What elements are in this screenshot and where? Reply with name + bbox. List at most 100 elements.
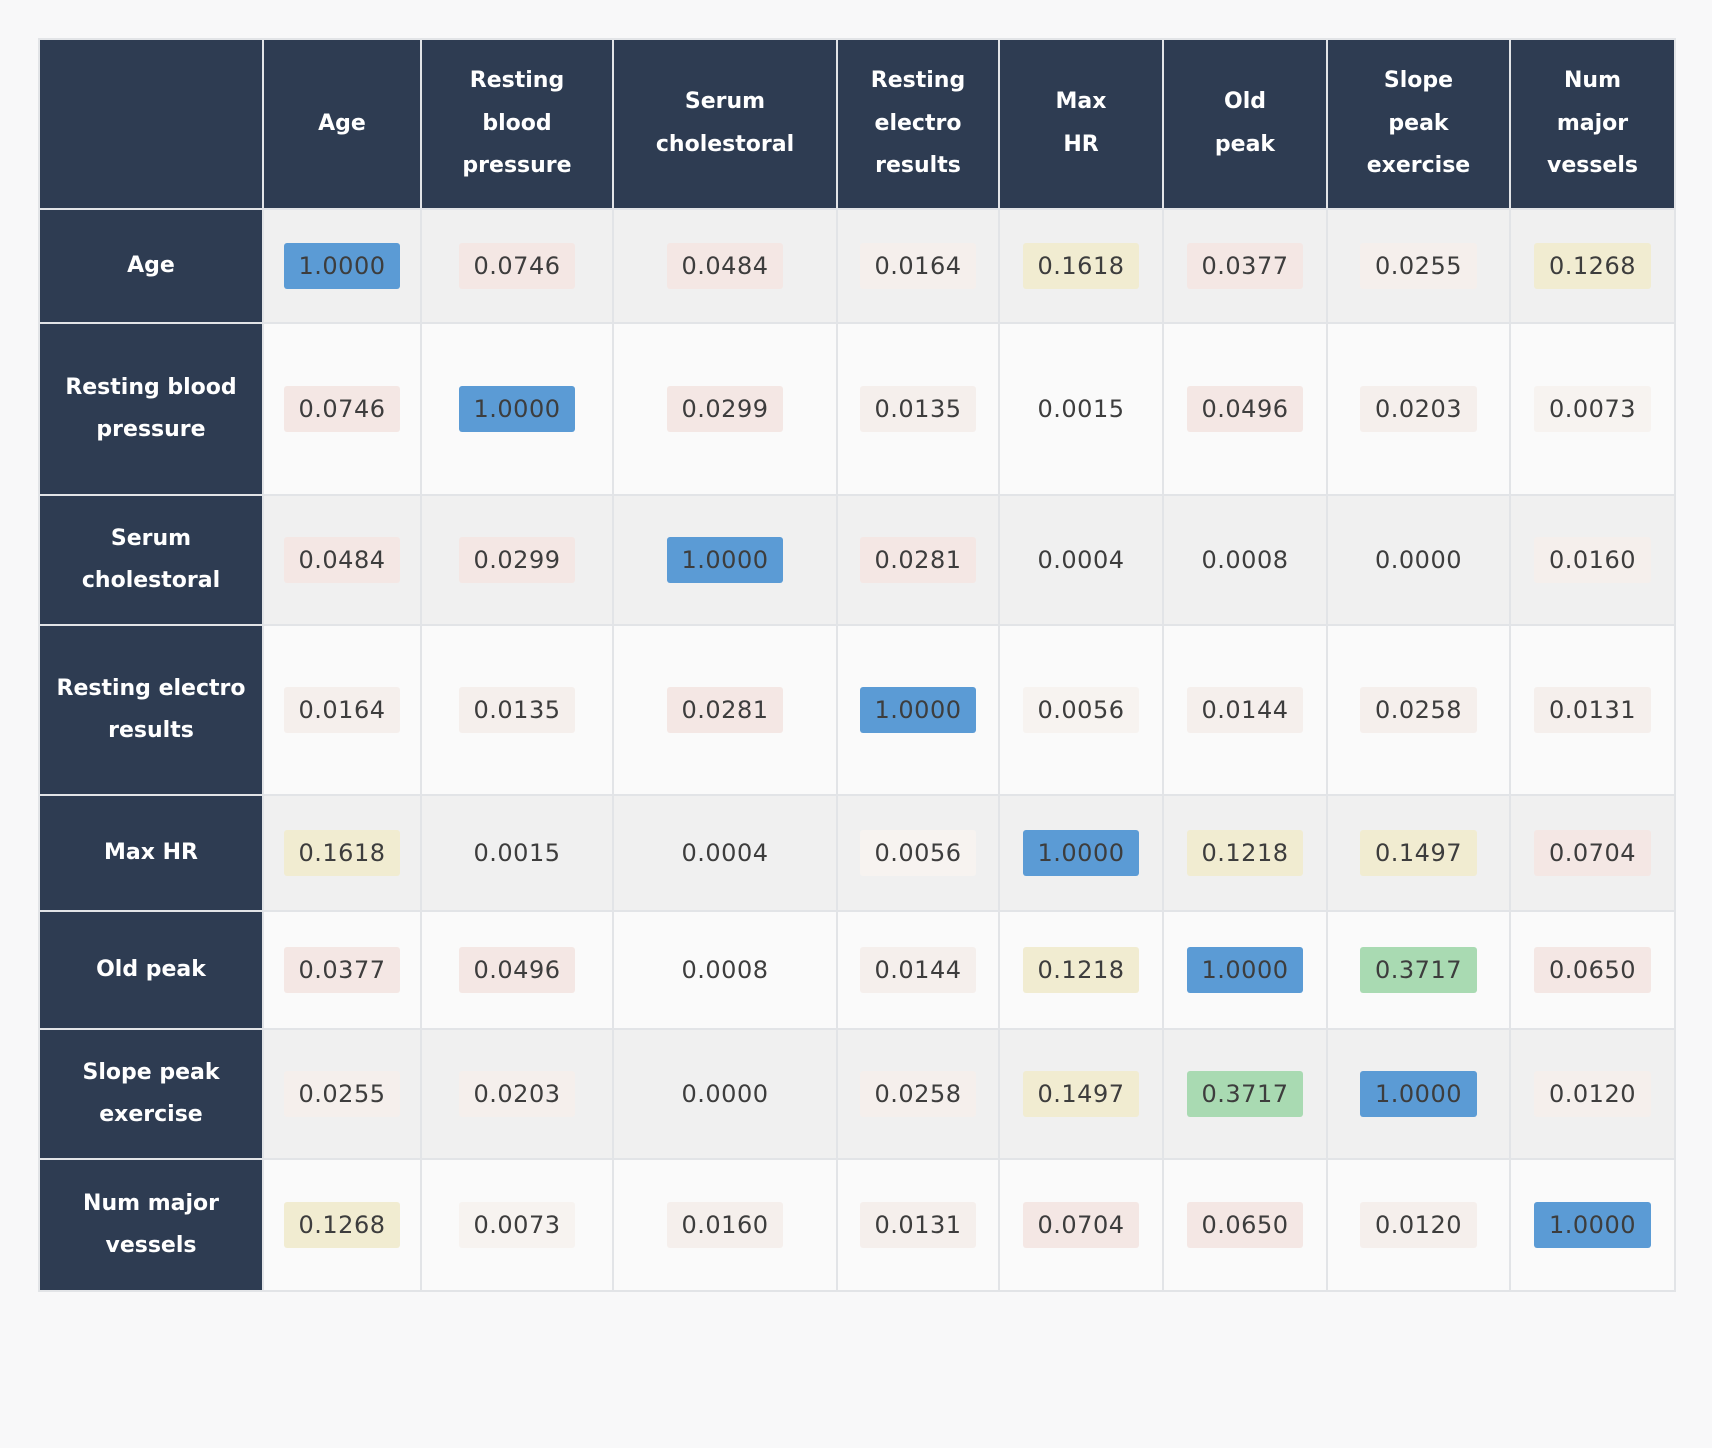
cell-value-chip: 0.0704 [1022, 1202, 1140, 1248]
matrix-cell: 0.1268 [1509, 208, 1676, 324]
matrix-cell: 0.0120 [1326, 1158, 1511, 1292]
matrix-cell: 1.0000 [1509, 1158, 1676, 1292]
header-row: Age Resting blood pressure Serum cholestor… [38, 38, 1676, 210]
matrix-cell: 0.0004 [998, 494, 1164, 626]
matrix-cell: 0.0073 [420, 1158, 614, 1292]
cell-value-chip: 1.0000 [1534, 1202, 1651, 1248]
cell-value-chip: 0.1218 [1022, 947, 1140, 993]
page-container: Age Resting blood pressure Serum cholestor… [38, 38, 1676, 1292]
cell-value-chip: 0.0255 [283, 1071, 401, 1117]
matrix-cell: 0.0160 [612, 1158, 838, 1292]
matrix-cell: 0.0255 [262, 1028, 422, 1160]
cell-value-chip: 0.0496 [1186, 386, 1304, 432]
cell-value-chip: 0.0484 [666, 243, 784, 289]
matrix-cell: 0.0377 [1162, 208, 1328, 324]
cell-value-chip: 1.0000 [859, 687, 977, 733]
matrix-cell: 0.0281 [612, 624, 838, 796]
cell-value-chip: 0.0056 [859, 830, 977, 876]
matrix-cell: 0.0056 [836, 794, 1000, 912]
cell-value-chip: 0.0650 [1534, 947, 1651, 993]
matrix-cell: 0.0015 [420, 794, 614, 912]
cell-value-chip: 0.1497 [1360, 830, 1477, 876]
cell-value-chip: 0.0008 [681, 956, 769, 984]
correlation-matrix-table: Age Resting blood pressure Serum cholestor… [38, 38, 1676, 1292]
cell-value-chip: 0.0650 [1186, 1202, 1304, 1248]
column-header-label: Age [318, 110, 366, 136]
row-header-slope-peak-exercise: Slope peak exercise [38, 1028, 264, 1160]
cell-value-chip: 1.0000 [1022, 830, 1140, 876]
matrix-cell: 0.0484 [262, 494, 422, 626]
cell-value-chip: 0.0120 [1360, 1202, 1477, 1248]
cell-value-chip: 0.0073 [458, 1202, 576, 1248]
column-header-label: Max HR [1055, 89, 1107, 157]
cell-value-chip: 0.0704 [1534, 830, 1651, 876]
cell-value-chip: 0.0008 [1201, 546, 1289, 574]
column-header-label: Serum cholestoral [655, 89, 795, 157]
cell-value-chip: 0.0746 [458, 243, 576, 289]
column-header-old-peak: Old peak [1162, 38, 1328, 210]
cell-value-chip: 0.0255 [1360, 243, 1477, 289]
matrix-cell: 0.0164 [836, 208, 1000, 324]
row-header-resting-electro-results: Resting electro results [38, 624, 264, 796]
matrix-cell: 0.0704 [998, 1158, 1164, 1292]
matrix-cell: 0.0120 [1509, 1028, 1676, 1160]
matrix-row-num-major-vessels: Num major vessels 0.1268 0.0073 0.0160 0.013… [38, 1158, 1676, 1292]
matrix-cell: 0.0496 [1162, 322, 1328, 496]
cell-value-chip: 0.0484 [283, 537, 401, 583]
matrix-cell: 0.0160 [1509, 494, 1676, 626]
cell-value-chip: 0.0377 [283, 947, 401, 993]
column-header-label: Resting blood pressure [462, 67, 572, 179]
table-body: Age 1.0000 0.0746 0.0484 0.0164 0.1618 0.0377 0… [38, 208, 1676, 1292]
column-header-serum-cholestoral: Serum cholestoral [612, 38, 838, 210]
cell-value-chip: 1.0000 [666, 537, 784, 583]
cell-value-chip: 0.0000 [1375, 546, 1462, 574]
row-header-old-peak: Old peak [38, 910, 264, 1030]
cell-value-chip: 0.0258 [859, 1071, 977, 1117]
cell-value-chip: 0.0004 [681, 839, 769, 867]
table-header: Age Resting blood pressure Serum cholestor… [38, 38, 1676, 210]
matrix-cell: 0.0203 [420, 1028, 614, 1160]
matrix-cell: 0.0144 [836, 910, 1000, 1030]
cell-value-chip: 0.1618 [1022, 243, 1140, 289]
matrix-cell: 1.0000 [420, 322, 614, 496]
cell-value-chip: 0.0258 [1360, 687, 1477, 733]
column-header-label: Old peak [1214, 89, 1276, 157]
cell-value-chip: 0.0160 [666, 1202, 784, 1248]
matrix-cell: 0.0203 [1326, 322, 1511, 496]
matrix-row-old-peak: Old peak 0.0377 0.0496 0.0008 0.0144 0.1218 1.… [38, 910, 1676, 1030]
cell-value-chip: 0.0015 [473, 839, 561, 867]
matrix-cell: 0.1218 [1162, 794, 1328, 912]
cell-value-chip: 0.1268 [283, 1202, 401, 1248]
matrix-cell: 0.0496 [420, 910, 614, 1030]
column-header-slope-peak-exercise: Slope peak exercise [1326, 38, 1511, 210]
matrix-cell: 1.0000 [262, 208, 422, 324]
cell-value-chip: 0.0073 [1534, 386, 1651, 432]
cell-value-chip: 0.0135 [859, 386, 977, 432]
matrix-cell: 0.0135 [420, 624, 614, 796]
cell-value-chip: 1.0000 [283, 243, 401, 289]
matrix-cell: 0.1618 [262, 794, 422, 912]
cell-value-chip: 0.0281 [859, 537, 977, 583]
cell-value-chip: 0.1218 [1186, 830, 1304, 876]
column-header-resting-electro-results: Resting electro results [836, 38, 1000, 210]
column-header-resting-blood-pressure: Resting blood pressure [420, 38, 614, 210]
matrix-cell: 0.0164 [262, 624, 422, 796]
matrix-cell: 0.0299 [612, 322, 838, 496]
corner-cell [38, 38, 264, 210]
cell-value-chip: 0.0015 [1037, 395, 1125, 423]
cell-value-chip: 0.1497 [1022, 1071, 1140, 1117]
cell-value-chip: 0.0160 [1534, 537, 1651, 583]
matrix-cell: 0.1618 [998, 208, 1164, 324]
matrix-row-resting-blood-pressure: Resting blood pressure 0.0746 1.0000 0.0299… [38, 322, 1676, 496]
cell-value-chip: 0.0164 [859, 243, 977, 289]
cell-value-chip: 0.0746 [283, 386, 401, 432]
cell-value-chip: 1.0000 [1186, 947, 1304, 993]
cell-value-chip: 0.0120 [1534, 1071, 1651, 1117]
cell-value-chip: 0.0164 [283, 687, 401, 733]
matrix-cell: 1.0000 [998, 794, 1164, 912]
cell-value-chip: 0.0203 [1360, 386, 1477, 432]
row-header-resting-blood-pressure: Resting blood pressure [38, 322, 264, 496]
matrix-cell: 0.1268 [262, 1158, 422, 1292]
matrix-cell: 0.0258 [1326, 624, 1511, 796]
matrix-cell: 0.0377 [262, 910, 422, 1030]
